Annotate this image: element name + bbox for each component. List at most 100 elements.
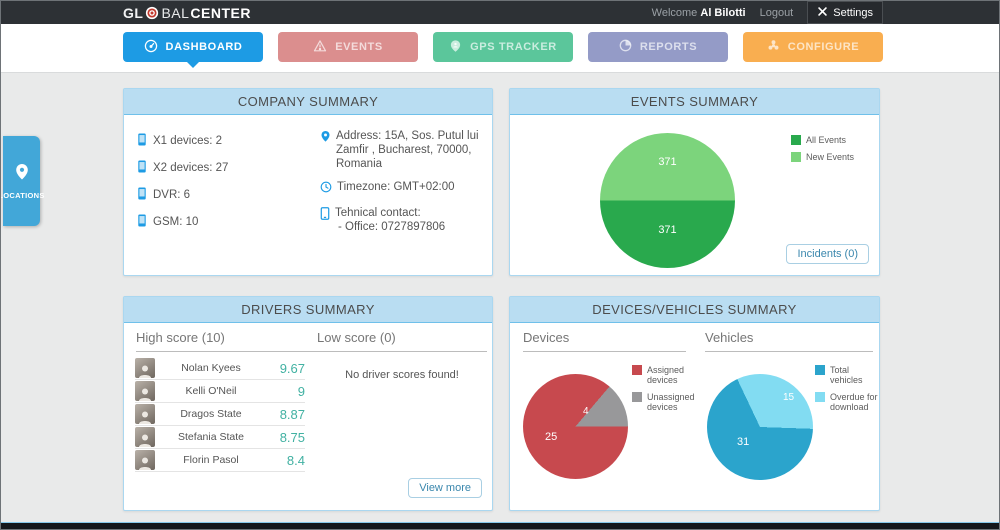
tab-dashboard-label: DASHBOARD xyxy=(165,41,243,53)
phone-icon xyxy=(320,206,330,224)
incidents-button[interactable]: Incidents (0) xyxy=(786,244,869,264)
vehicles-section-title: Vehicles xyxy=(705,330,873,352)
devices-vehicles-header: DEVICES/VEHICLES SUMMARY xyxy=(510,297,879,323)
drivers-summary-panel: DRIVERS SUMMARY High score (10) Low scor… xyxy=(123,296,493,511)
tab-reports[interactable]: REPORTS xyxy=(588,32,728,62)
user-name: Al Bilotti xyxy=(700,6,746,19)
view-more-button[interactable]: View more xyxy=(408,478,482,498)
vehicles-legend: Total vehicles Overdue for download xyxy=(815,365,879,412)
new-events-label: New Events xyxy=(806,152,855,162)
company-summary-header: COMPANY SUMMARY xyxy=(124,89,492,115)
tab-reports-label: REPORTS xyxy=(639,41,698,53)
app-logo: GL BAL CENTER xyxy=(123,1,251,24)
events-pie-new-value: 371 xyxy=(658,156,677,168)
gear-icon xyxy=(767,39,780,55)
target-icon xyxy=(144,6,160,20)
warning-icon xyxy=(313,39,327,56)
events-summary-panel: EVENTS SUMMARY 371 371 All Events New Ev… xyxy=(509,88,880,276)
events-pie-chart: 371 371 xyxy=(600,133,735,268)
driver-name: Stefania State xyxy=(178,431,244,443)
driver-row[interactable]: Dragos State 8.87 xyxy=(135,403,305,426)
company-info-column: Address: 15A, Sos. Putul lui Zamfir , Bu… xyxy=(320,129,492,234)
legend-item-overdue: Overdue for download xyxy=(815,392,879,412)
timezone-text: Timezone: GMT+02:00 xyxy=(337,181,455,193)
pie-chart-icon xyxy=(619,39,632,55)
device-count-dvr: DVR: 6 xyxy=(137,187,190,203)
tab-dashboard[interactable]: DASHBOARD xyxy=(123,32,263,68)
location-pin-icon xyxy=(14,163,30,186)
legend-item-assigned: Assigned devices xyxy=(632,365,709,385)
devices-vehicles-summary-panel: DEVICES/VEHICLES SUMMARY Devices Vehicle… xyxy=(509,296,880,511)
gauge-icon xyxy=(144,39,158,56)
legend-item-total-vehicles: Total vehicles xyxy=(815,365,879,385)
settings-button[interactable]: Settings xyxy=(807,1,883,24)
mobile-device-icon xyxy=(137,160,147,176)
new-events-swatch xyxy=(791,152,801,162)
driver-score: 8.4 xyxy=(286,452,305,468)
logout-link[interactable]: Logout xyxy=(759,6,794,19)
contact-title: Tehnical contact: xyxy=(335,207,421,219)
driver-score: 9.67 xyxy=(279,360,305,376)
locations-label: LOCATIONS xyxy=(0,190,45,200)
driver-row[interactable]: Florin Pasol 8.4 xyxy=(135,449,305,472)
top-bar-right: Welcome Al Bilotti Logout Settings xyxy=(652,1,883,24)
total-vehicles-swatch xyxy=(815,365,825,375)
legend-item-new-events: New Events xyxy=(791,152,854,162)
tab-gps-tracker-label: GPS TRACKER xyxy=(470,41,557,53)
driver-score: 8.75 xyxy=(279,429,305,445)
legend-item-unassigned: Unassigned devices xyxy=(632,392,709,412)
mobile-device-icon xyxy=(137,214,147,230)
driver-row[interactable]: Stefania State 8.75 xyxy=(135,426,305,449)
timezone-line: Timezone: GMT+02:00 xyxy=(320,180,492,197)
locations-side-tab[interactable]: LOCATIONS xyxy=(1,136,44,226)
overdue-vehicles-value: 15 xyxy=(783,392,795,403)
total-vehicles-label: Total vehicles xyxy=(830,365,863,385)
events-pie-all-value: 371 xyxy=(658,224,677,236)
tab-gps-tracker[interactable]: GPS TRACKER xyxy=(433,32,573,62)
high-score-title: High score (10) xyxy=(136,330,426,352)
device-count-gsm-label: GSM: 10 xyxy=(153,216,199,228)
overdue-vehicles-swatch xyxy=(815,392,825,402)
driver-row[interactable]: Kelli O'Neil 9 xyxy=(135,380,305,403)
assigned-devices-swatch xyxy=(632,365,642,375)
driver-row[interactable]: Nolan Kyees 9.67 xyxy=(135,357,305,380)
device-count-x2-label: X2 devices: 27 xyxy=(153,162,229,174)
footer-strip xyxy=(1,522,999,529)
driver-name: Dragos State xyxy=(180,408,242,420)
mobile-device-icon xyxy=(137,187,147,203)
legend-item-all-events: All Events xyxy=(791,135,854,145)
device-count-dvr-label: DVR: 6 xyxy=(153,189,191,201)
address-text: Address: 15A, Sos. Putul lui Zamfir , Bu… xyxy=(336,130,479,170)
total-vehicles-value: 31 xyxy=(737,436,750,448)
avatar xyxy=(135,404,155,424)
logo-text-gl: GL xyxy=(123,4,144,21)
driver-name: Kelli O'Neil xyxy=(185,385,237,397)
nav-bar: DASHBOARD EVENTS GPS TRACKER xyxy=(1,24,999,73)
avatar xyxy=(135,450,155,470)
person-pin-icon xyxy=(449,39,462,56)
tab-events-label: EVENTS xyxy=(335,41,383,53)
map-marker-icon xyxy=(320,129,331,147)
vehicles-pie-chart: 15 31 xyxy=(707,374,813,480)
device-count-x1-label: X1 devices: 2 xyxy=(153,135,223,147)
tab-events[interactable]: EVENTS xyxy=(278,32,418,62)
driver-score: 9 xyxy=(297,383,305,399)
device-count-gsm: GSM: 10 xyxy=(137,214,198,230)
mobile-device-icon xyxy=(137,133,147,149)
unassigned-devices-swatch xyxy=(632,392,642,402)
address-line: Address: 15A, Sos. Putul lui Zamfir , Bu… xyxy=(320,129,492,171)
high-score-list: Nolan Kyees 9.67 Kelli O'Neil 9 Dragos S… xyxy=(135,357,305,472)
welcome-text: Welcome Al Bilotti xyxy=(652,7,746,19)
tab-configure[interactable]: CONFIGURE xyxy=(743,32,883,62)
tab-configure-label: CONFIGURE xyxy=(787,41,860,53)
logo-text-bal: BAL xyxy=(161,4,190,21)
avatar xyxy=(135,381,155,401)
company-summary-panel: COMPANY SUMMARY X1 devices: 2 X2 devices… xyxy=(123,88,493,276)
driver-score: 8.87 xyxy=(279,406,305,422)
events-legend: All Events New Events xyxy=(791,135,854,162)
device-count-x1: X1 devices: 2 xyxy=(137,133,222,149)
events-summary-header: EVENTS SUMMARY xyxy=(510,89,879,115)
clock-icon xyxy=(320,180,332,197)
settings-label: Settings xyxy=(833,6,873,19)
